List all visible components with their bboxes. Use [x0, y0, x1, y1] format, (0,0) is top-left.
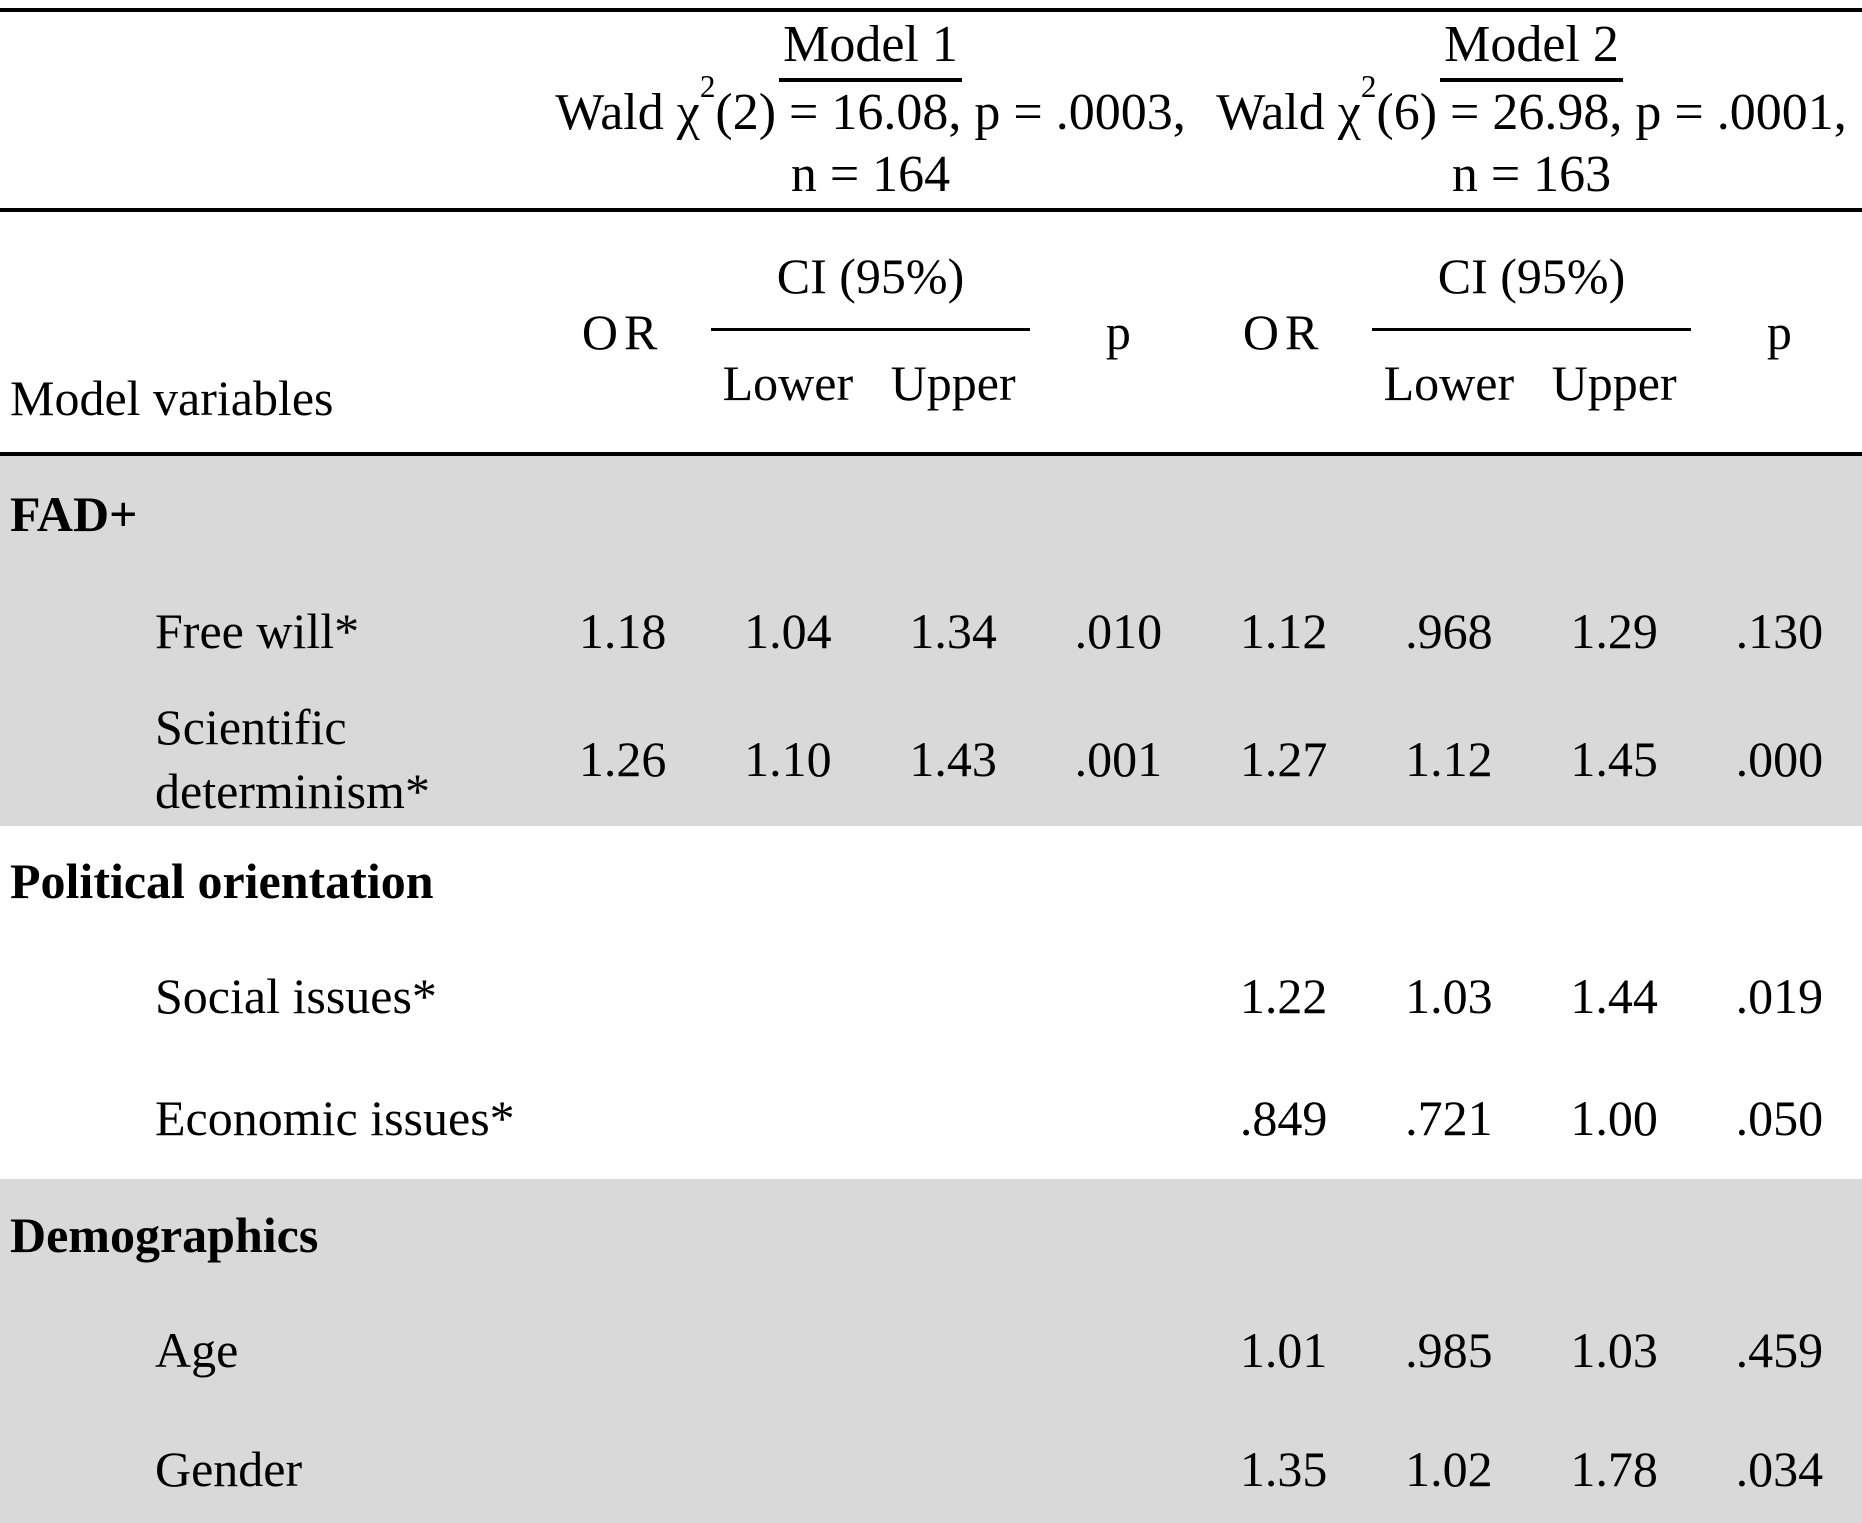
- model2-wald-stat: Wald χ2(6) = 26.98, p = .0001,: [1216, 71, 1847, 144]
- section-row-fad: FAD+: [0, 456, 1862, 571]
- cell-m2-or: 1.01: [1239, 1322, 1328, 1378]
- cell-m2-lower: 1.03: [1405, 968, 1493, 1024]
- cell-m1-upper: 1.34: [909, 603, 997, 659]
- section-row-demographics: Demographics: [0, 1179, 1862, 1291]
- cell-m2-or: .849: [1239, 1089, 1328, 1146]
- cell-m2-upper: 1.78: [1570, 1441, 1658, 1497]
- or-label: OR: [1242, 304, 1325, 360]
- cell-m2-lower: 1.12: [1405, 730, 1493, 787]
- wald-suffix: (6) = 26.98, p = .0001,: [1376, 84, 1847, 141]
- ci-bounds-m2: Lower Upper: [1366, 353, 1697, 413]
- table-row-scientific-determinism: Scientific determinism* 1.26 1.10 1.43 .…: [0, 691, 1862, 826]
- model2-sample-size: n = 163: [1451, 146, 1612, 203]
- column-header-lower-m1: Lower: [722, 355, 854, 411]
- wald-suffix: (2) = 16.08, p = .0003,: [715, 84, 1186, 141]
- cell-m2-p: .130: [1735, 603, 1824, 659]
- wald-prefix: Wald χ: [1216, 84, 1361, 141]
- ci-label-m1: CI (95%): [711, 246, 1030, 331]
- cell-m2-upper: 1.44: [1570, 968, 1658, 1024]
- model1-sample-size: n = 164: [790, 146, 951, 203]
- ci-bounds-m1: Lower Upper: [705, 353, 1036, 413]
- cell-m2-p: .019: [1735, 968, 1824, 1024]
- column-headers: Model variables OR CI (95%) Lower Upper …: [0, 212, 1862, 452]
- cell-m2-p: .034: [1735, 1441, 1824, 1497]
- model1-header: Model 1 Wald χ2(2) = 16.08, p = .0003, n…: [540, 12, 1201, 208]
- column-header-or-m2: OR: [1201, 303, 1366, 361]
- model2-title: Model 2: [1440, 14, 1623, 82]
- ci-label-m2: CI (95%): [1372, 246, 1691, 331]
- table-row-free-will: Free will* 1.18 1.04 1.34 .010 1.12 .968…: [0, 571, 1862, 691]
- columns-rule: [0, 452, 1862, 456]
- column-header-lower-m2: Lower: [1383, 355, 1515, 411]
- cell-m2-or: 1.27: [1239, 730, 1328, 787]
- cell-m2-or: 1.12: [1239, 603, 1328, 659]
- row-label: Free will*: [155, 603, 360, 659]
- cell-m2-p: .000: [1735, 730, 1824, 787]
- row-label: Gender: [155, 1441, 303, 1497]
- cell-m1-upper: 1.43: [909, 730, 997, 787]
- section-label: Political orientation: [10, 853, 434, 909]
- wald-superscript: 2: [1360, 68, 1377, 104]
- column-header-upper-m2: Upper: [1551, 355, 1677, 411]
- cell-m2-upper: 1.29: [1570, 603, 1658, 659]
- column-header-model-variables: Model variables: [10, 370, 334, 426]
- cell-m2-p: .050: [1735, 1089, 1824, 1146]
- header-rule: [0, 208, 1862, 212]
- model1-wald-stat: Wald χ2(2) = 16.08, p = .0003,: [555, 71, 1186, 144]
- cell-m2-upper: 1.03: [1570, 1322, 1658, 1378]
- model-headers: Model 1 Wald χ2(2) = 16.08, p = .0003, n…: [0, 12, 1862, 208]
- table-row-social-issues: Social issues* 1.22 1.03 1.44 .019: [0, 936, 1862, 1056]
- cell-m2-lower: .721: [1405, 1089, 1493, 1146]
- column-header-upper-m1: Upper: [890, 355, 1016, 411]
- cell-m2-lower: 1.02: [1405, 1441, 1493, 1497]
- column-header-or-m1: OR: [540, 303, 705, 361]
- top-rule: [0, 8, 1862, 12]
- table-row-economic-issues: Economic issues* .849 .721 1.00 .050: [0, 1056, 1862, 1179]
- cell-m2-lower: .968: [1405, 603, 1493, 659]
- ci-header-m1: CI (95%) Lower Upper: [705, 246, 1036, 413]
- model2-header: Model 2 Wald χ2(6) = 26.98, p = .0001, n…: [1201, 12, 1862, 208]
- cell-m2-lower: .985: [1405, 1322, 1493, 1378]
- cell-m2-upper: 1.00: [1570, 1089, 1658, 1146]
- cell-m1-p: .010: [1074, 603, 1163, 659]
- row-label: Age: [155, 1322, 239, 1378]
- or-label: OR: [581, 304, 664, 360]
- model1-title-text: Model 1: [779, 14, 962, 82]
- cell-m1-lower: 1.04: [744, 603, 832, 659]
- table-row-gender: Gender 1.35 1.02 1.78 .034: [0, 1409, 1862, 1523]
- row-label: Scientific determinism*: [155, 698, 430, 819]
- section-label: FAD+: [10, 485, 138, 542]
- ci-header-m2: CI (95%) Lower Upper: [1366, 246, 1697, 413]
- cell-m1-p: .001: [1074, 730, 1163, 787]
- cell-m1-or: 1.26: [578, 730, 667, 787]
- model1-title: Model 1: [779, 14, 962, 82]
- cell-m2-or: 1.22: [1239, 968, 1328, 1024]
- cell-m2-upper: 1.45: [1570, 730, 1658, 787]
- model2-title-text: Model 2: [1440, 14, 1623, 82]
- cell-m2-or: 1.35: [1239, 1441, 1328, 1497]
- cell-m1-or: 1.18: [578, 603, 667, 659]
- row-label: Economic issues*: [155, 1089, 515, 1146]
- row-label: Social issues*: [155, 968, 437, 1024]
- cell-m2-p: .459: [1735, 1322, 1824, 1378]
- wald-prefix: Wald χ: [555, 84, 700, 141]
- column-header-p-m2: p: [1766, 304, 1792, 360]
- cell-m1-lower: 1.10: [744, 730, 832, 787]
- wald-superscript: 2: [699, 68, 716, 104]
- table-row-age: Age 1.01 .985 1.03 .459: [0, 1291, 1862, 1409]
- column-header-p-m1: p: [1105, 304, 1131, 360]
- section-label: Demographics: [10, 1207, 319, 1263]
- section-row-political-orientation: Political orientation: [0, 826, 1862, 936]
